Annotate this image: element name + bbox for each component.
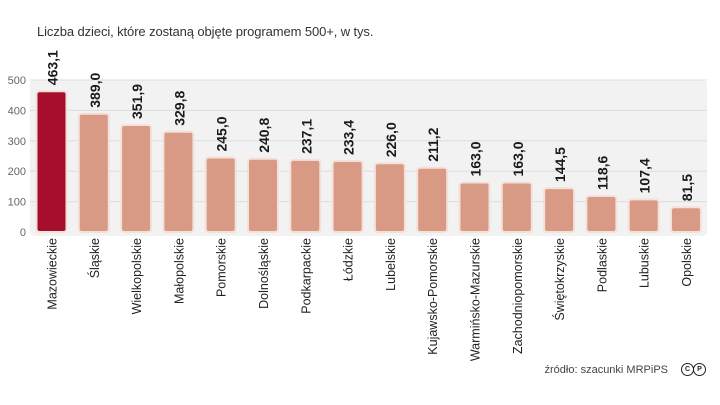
category-label: Kujawsko-Pomorskie — [426, 238, 440, 355]
source-note: źródło: szacunki MRPiPS — [544, 364, 669, 376]
bar-świętokrzyskie — [543, 187, 576, 234]
value-label: 118,6 — [594, 155, 610, 189]
bar-dolnośląskie — [247, 157, 279, 233]
bar-wielkopolskie — [120, 124, 153, 233]
value-label: 351,9 — [129, 84, 145, 119]
chart-title: Liczba dzieci, które zostaną objęte prog… — [37, 24, 374, 39]
value-label: 233,4 — [341, 120, 357, 155]
bar-lubuskie — [627, 198, 660, 234]
category-label: Zachodniopomorskie — [511, 238, 525, 354]
value-label: 163,0 — [468, 141, 484, 176]
bar-lubelskie — [373, 162, 406, 234]
category-label: Pomorskie — [215, 238, 229, 297]
category-label: Podlaskie — [595, 238, 609, 292]
plot-background — [30, 80, 707, 236]
category-label: Dolnośląskie — [257, 238, 271, 309]
bar-śląskie — [77, 112, 110, 233]
value-label: 245,0 — [214, 116, 230, 151]
y-tick-label: 0 — [20, 227, 26, 239]
value-labels: 463,1 389,0 351,9 329,8 245,0 240,8 237,1 233,4… — [45, 50, 696, 201]
cc-publicdomain-icon: P — [693, 363, 706, 376]
bar-małopolskie — [162, 130, 195, 233]
bar-warmińsko-mazurskie — [458, 181, 491, 233]
y-axis-ticks: 0 100 200 300 400 500 — [8, 75, 26, 239]
category-label: Opolskie — [680, 238, 694, 287]
bar-opolskie — [670, 206, 702, 233]
bar-pomorskie — [204, 156, 237, 234]
category-label: Warmińsko-Mazurskie — [469, 238, 483, 361]
category-label: Mazowieckie — [46, 238, 60, 310]
category-label: Wielkopolskie — [130, 238, 144, 314]
value-label: 107,4 — [637, 158, 653, 193]
bar-łódzkie — [331, 160, 364, 233]
category-label: Małopolskie — [172, 238, 186, 304]
value-label: 463,1 — [45, 50, 61, 85]
category-labels: Mazowieckie Śląskie Wielkopolskie Małopolsk… — [46, 238, 695, 361]
y-tick-label: 400 — [8, 105, 26, 117]
category-label: Podkarpackie — [299, 238, 313, 314]
category-label: Lubuskie — [638, 238, 652, 288]
value-label: 163,0 — [510, 141, 526, 176]
y-tick-label: 100 — [8, 197, 26, 209]
value-label: 237,1 — [298, 119, 314, 154]
bar-kujawsko-pomorskie — [416, 166, 449, 233]
bar-mazowieckie — [35, 90, 68, 233]
value-label: 240,8 — [256, 118, 272, 153]
bar-podlaskie — [585, 194, 618, 234]
category-label: Łódzkie — [342, 238, 356, 281]
license-icons: C P — [681, 363, 706, 376]
y-tick-label: 300 — [8, 136, 26, 148]
value-label: 81,5 — [679, 174, 695, 201]
value-label: 329,8 — [171, 90, 187, 125]
value-label: 144,5 — [552, 147, 568, 182]
category-label: Lubelskie — [384, 238, 398, 291]
y-tick-label: 500 — [8, 75, 26, 87]
value-label: 211,2 — [425, 127, 441, 161]
y-tick-label: 200 — [8, 166, 26, 178]
bar-zachodniopomorskie — [500, 181, 533, 233]
category-label: Śląskie — [87, 238, 102, 278]
bars — [35, 90, 702, 234]
category-label: Świętokrzyskie — [552, 238, 567, 321]
value-label: 389,0 — [87, 72, 103, 107]
value-label: 226,0 — [383, 122, 399, 157]
bar-podkarpackie — [289, 158, 322, 233]
